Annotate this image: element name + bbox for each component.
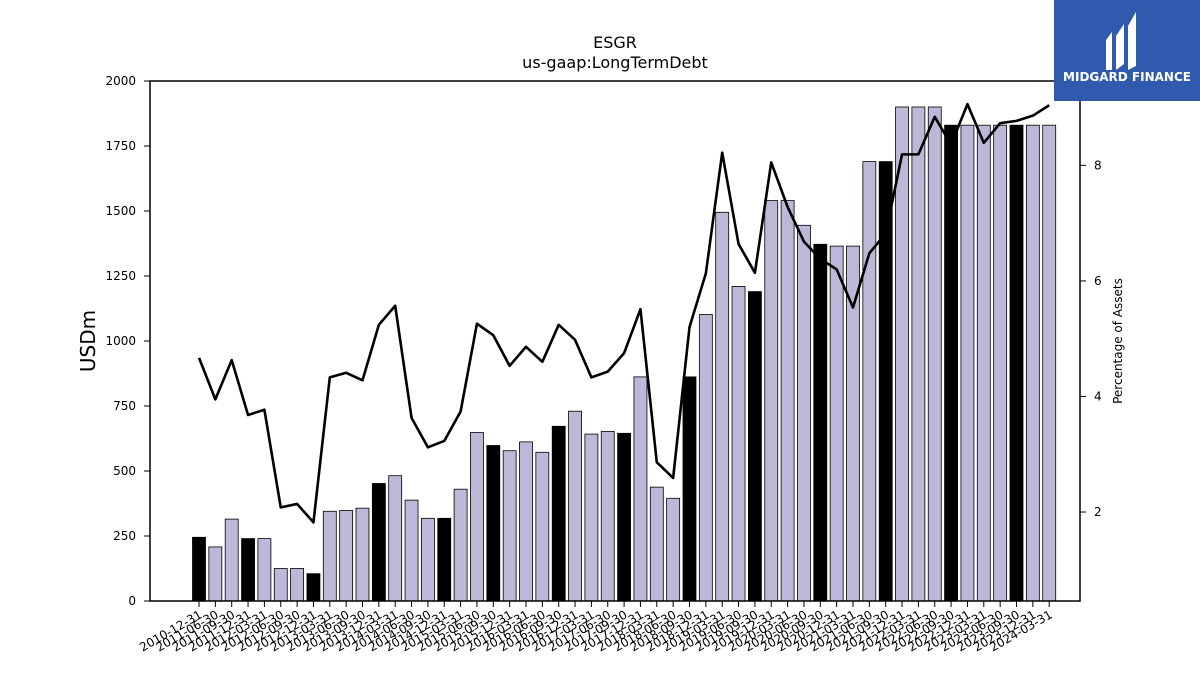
- y-tick-label: 0: [128, 594, 136, 608]
- bar-2013-12-31: [371, 483, 386, 602]
- midgard-logo-icon: [1106, 12, 1136, 70]
- bar-2020-06-30: [797, 224, 811, 602]
- bar-2017-09-30: [617, 432, 631, 602]
- y2-tick-label: 2: [1094, 505, 1102, 519]
- y-tick-label: 1750: [105, 139, 136, 153]
- bar-2023-09-30: [1009, 124, 1024, 602]
- bar-2019-06-30: [731, 285, 746, 602]
- percentage-line: [197, 102, 1050, 524]
- bar-2018-03-31: [649, 486, 664, 602]
- bar-2024-03-31: [1042, 124, 1057, 602]
- bar-2011-06-30: [208, 546, 223, 602]
- y2-tick-label: 8: [1094, 158, 1102, 172]
- bar-2022-09-30: [944, 124, 958, 602]
- chart-subtitle: us-gaap:LongTermDebt: [522, 53, 708, 72]
- bar-2015-09-30: [486, 445, 501, 602]
- bar-2014-09-30: [420, 517, 435, 602]
- bar-2014-03-31: [388, 475, 403, 602]
- y-tick-label: 500: [113, 464, 136, 478]
- bar-2012-12-31: [306, 573, 321, 602]
- y2-tick-label: 4: [1094, 389, 1102, 403]
- y-tick-label: 2000: [105, 74, 136, 88]
- y-tick-label: 250: [113, 529, 136, 543]
- bar-2012-06-30: [273, 568, 288, 602]
- bar-2015-03-31: [453, 488, 468, 602]
- x-axis: 2010-12-312011-06-302011-09-302011-12-31…: [137, 601, 1055, 654]
- bar-2016-06-30: [535, 451, 550, 602]
- bar-2013-09-30: [355, 507, 370, 602]
- y-axis-right: 2 4 6 8: [1080, 158, 1102, 519]
- bar-2016-09-30: [551, 425, 566, 602]
- midgard-logo: MIDGARD FINANCE: [1054, 0, 1200, 101]
- bar-2021-06-30: [862, 161, 877, 602]
- bar-2015-06-30: [470, 432, 484, 602]
- bar-2016-03-31: [519, 441, 533, 602]
- chart-title: ESGR: [593, 33, 637, 52]
- bar-2013-03-31: [322, 510, 337, 602]
- bar-2014-12-31: [437, 517, 452, 602]
- bar-2018-12-31: [698, 314, 713, 602]
- logo-text: MIDGARD FINANCE: [1063, 70, 1191, 84]
- y-tick-label: 1500: [105, 204, 136, 218]
- bar-2023-06-30: [993, 124, 1008, 602]
- bar-2019-03-31: [715, 211, 730, 602]
- bar-2019-09-30: [748, 291, 762, 602]
- bar-2022-03-31: [911, 106, 926, 602]
- y-tick-label: 750: [113, 399, 136, 413]
- bar-2017-12-31: [633, 376, 648, 602]
- line-series: [197, 102, 1050, 524]
- y2-tick-label: 6: [1094, 274, 1102, 288]
- bar-2015-12-31: [502, 450, 517, 602]
- y-axis-left: 0 250 500 750 1000 1250 1500 1750 2000: [105, 74, 150, 608]
- bar-2017-06-30: [600, 431, 615, 602]
- bar-2023-03-31: [976, 124, 991, 602]
- bar-2017-03-31: [584, 433, 599, 602]
- bar-2020-12-31: [829, 245, 844, 602]
- bar-2012-03-31: [257, 538, 272, 602]
- bar-2020-03-31: [780, 200, 795, 602]
- bar-2013-06-30: [339, 510, 354, 602]
- bar-2011-12-31: [241, 538, 255, 602]
- bar-2018-06-30: [666, 497, 681, 602]
- bar-2011-09-30: [224, 518, 239, 602]
- bar-2016-12-31: [568, 410, 582, 602]
- bar-2019-12-31: [764, 200, 779, 602]
- bar-2014-06-30: [404, 499, 419, 602]
- logo-background: [1054, 0, 1200, 101]
- bar-2023-12-31: [1025, 124, 1040, 602]
- y2-axis-label: Percentage of Assets: [1111, 278, 1125, 404]
- y-tick-label: 1250: [105, 269, 136, 283]
- bar-2020-09-30: [813, 243, 828, 602]
- bar-2010-12-31: [192, 536, 206, 602]
- bar-2022-06-30: [927, 106, 942, 602]
- y-tick-label: 1000: [105, 334, 136, 348]
- bar-2018-09-30: [682, 376, 697, 602]
- bar-2012-09-30: [290, 568, 305, 602]
- y-axis-label: USDm: [76, 310, 100, 372]
- bar-2022-12-31: [960, 124, 975, 602]
